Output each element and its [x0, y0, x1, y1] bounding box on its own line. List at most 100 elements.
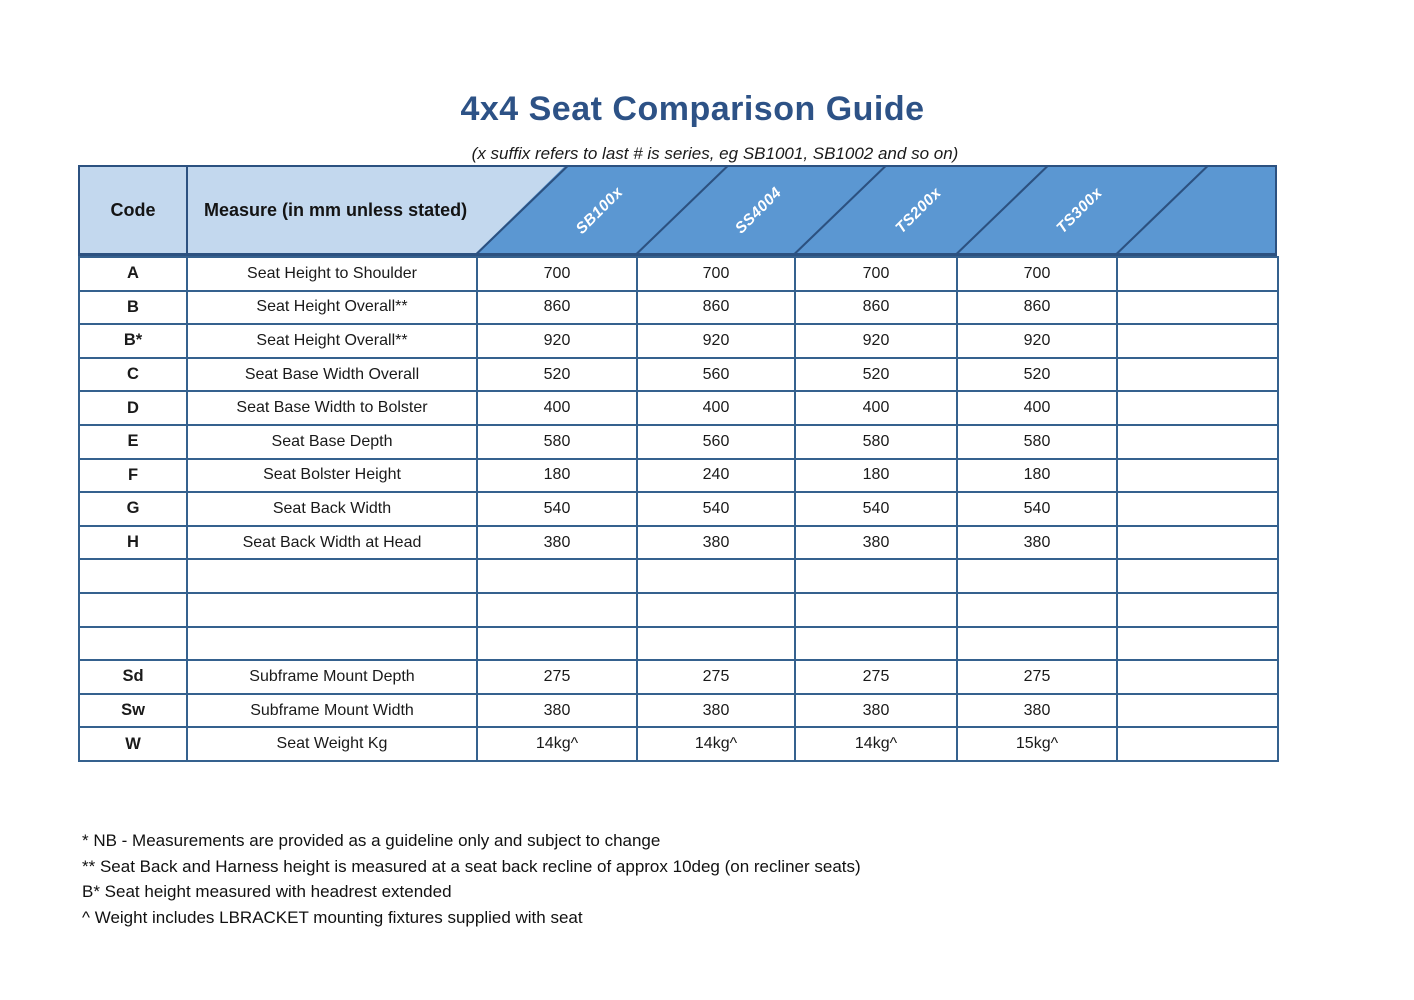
value-cell: 860 — [476, 289, 638, 326]
table-row — [78, 591, 1279, 628]
table-row — [78, 625, 1279, 662]
code-cell: D — [78, 390, 188, 426]
measure-cell: Seat Height Overall** — [186, 323, 478, 359]
value-cell — [1116, 289, 1279, 326]
value-cell: 380 — [956, 524, 1118, 561]
measure-cell: Seat Height to Shoulder — [186, 256, 478, 292]
value-cell — [476, 591, 638, 628]
value-cell: 380 — [636, 692, 796, 729]
table-header: Code Measure (in mm unless stated) SB100… — [78, 165, 1277, 256]
value-cell — [1116, 256, 1279, 292]
value-cell: 380 — [956, 692, 1118, 729]
diagonal-divider — [956, 167, 1048, 253]
measure-cell — [186, 591, 478, 628]
value-cell: 520 — [794, 356, 958, 393]
value-cell: 560 — [636, 423, 796, 460]
code-cell: Sw — [78, 692, 188, 729]
table-row: E Seat Base Depth 580 560 580 580 — [78, 423, 1279, 460]
value-cell — [636, 625, 796, 662]
value-cell: 520 — [476, 356, 638, 393]
code-cell: F — [78, 457, 188, 494]
value-cell — [1116, 390, 1279, 426]
value-cell: 700 — [636, 256, 796, 292]
value-cell: 520 — [956, 356, 1118, 393]
value-cell: 380 — [794, 524, 958, 561]
value-cell — [956, 591, 1118, 628]
value-cell — [1116, 491, 1279, 527]
comparison-table: Code Measure (in mm unless stated) SB100… — [78, 165, 1279, 762]
value-cell: 560 — [636, 356, 796, 393]
measure-cell: Seat Bolster Height — [186, 457, 478, 494]
column-header-ts300x: TS300x — [1053, 184, 1106, 237]
table-body: A Seat Height to Shoulder 700 700 700 700 B Se… — [78, 256, 1279, 762]
value-cell — [1116, 625, 1279, 662]
value-cell: 540 — [476, 491, 638, 527]
value-cell: 920 — [476, 323, 638, 359]
measure-cell: Seat Base Width Overall — [186, 356, 478, 393]
value-cell: 380 — [476, 692, 638, 729]
value-cell: 920 — [956, 323, 1118, 359]
value-cell — [636, 558, 796, 594]
measure-cell: Seat Back Width — [186, 491, 478, 527]
value-cell: 580 — [794, 423, 958, 460]
measure-cell: Seat Weight Kg — [186, 726, 478, 762]
value-cell: 275 — [636, 659, 796, 695]
value-cell: 700 — [956, 256, 1118, 292]
value-cell — [794, 558, 958, 594]
column-header-ts200x: TS200x — [892, 184, 945, 237]
value-cell — [956, 558, 1118, 594]
table-grid: A Seat Height to Shoulder 700 700 700 700 B Se… — [78, 256, 1279, 762]
value-cell — [476, 625, 638, 662]
value-cell: 180 — [794, 457, 958, 494]
value-cell: 275 — [794, 659, 958, 695]
value-cell: 580 — [956, 423, 1118, 460]
code-cell: Sd — [78, 659, 188, 695]
code-header-cell: Code — [80, 167, 188, 253]
value-cell: 400 — [476, 390, 638, 426]
code-cell — [78, 591, 188, 628]
value-cell — [1116, 659, 1279, 695]
value-cell — [1116, 726, 1279, 762]
value-cell — [1116, 591, 1279, 628]
page-title: 4x4 Seat Comparison Guide — [460, 90, 925, 128]
value-cell — [1116, 423, 1279, 460]
table-row: G Seat Back Width 540 540 540 540 — [78, 491, 1279, 527]
footnote-line: * NB - Measurements are provided as a gu… — [82, 831, 661, 850]
measure-cell — [186, 625, 478, 662]
measure-cell: Subframe Mount Depth — [186, 659, 478, 695]
table-row: B Seat Height Overall** 860 860 860 860 — [78, 289, 1279, 326]
value-cell: 15kg^ — [956, 726, 1118, 762]
measure-cell: Seat Base Depth — [186, 423, 478, 460]
value-cell: 180 — [476, 457, 638, 494]
value-cell: 700 — [476, 256, 638, 292]
value-cell: 700 — [794, 256, 958, 292]
value-cell: 14kg^ — [476, 726, 638, 762]
value-cell: 860 — [636, 289, 796, 326]
footnote-line: ** Seat Back and Harness height is measu… — [82, 856, 861, 876]
value-cell: 380 — [476, 524, 638, 561]
value-cell — [794, 625, 958, 662]
value-cell: 540 — [636, 491, 796, 527]
value-cell: 860 — [956, 289, 1118, 326]
value-cell — [636, 591, 796, 628]
value-cell: 400 — [956, 390, 1118, 426]
value-cell: 14kg^ — [794, 726, 958, 762]
footnote-line: ^ Weight includes LBRACKET mounting fixt… — [82, 907, 583, 927]
measure-cell: Subframe Mount Width — [186, 692, 478, 729]
table-row — [78, 558, 1279, 594]
code-cell: E — [78, 423, 188, 460]
value-cell: 400 — [636, 390, 796, 426]
diagonal-divider — [794, 167, 886, 253]
value-cell — [1116, 457, 1279, 494]
measure-cell — [186, 558, 478, 594]
value-cell: 920 — [636, 323, 796, 359]
measure-header-cell: Measure (in mm unless stated) — [204, 199, 468, 220]
code-cell: C — [78, 356, 188, 393]
value-cell: 860 — [794, 289, 958, 326]
value-cell: 580 — [476, 423, 638, 460]
value-cell: 400 — [794, 390, 958, 426]
value-cell: 540 — [956, 491, 1118, 527]
measure-cell: Seat Base Width to Bolster — [186, 390, 478, 426]
table-row: C Seat Base Width Overall 520 560 520 520 — [78, 356, 1279, 393]
